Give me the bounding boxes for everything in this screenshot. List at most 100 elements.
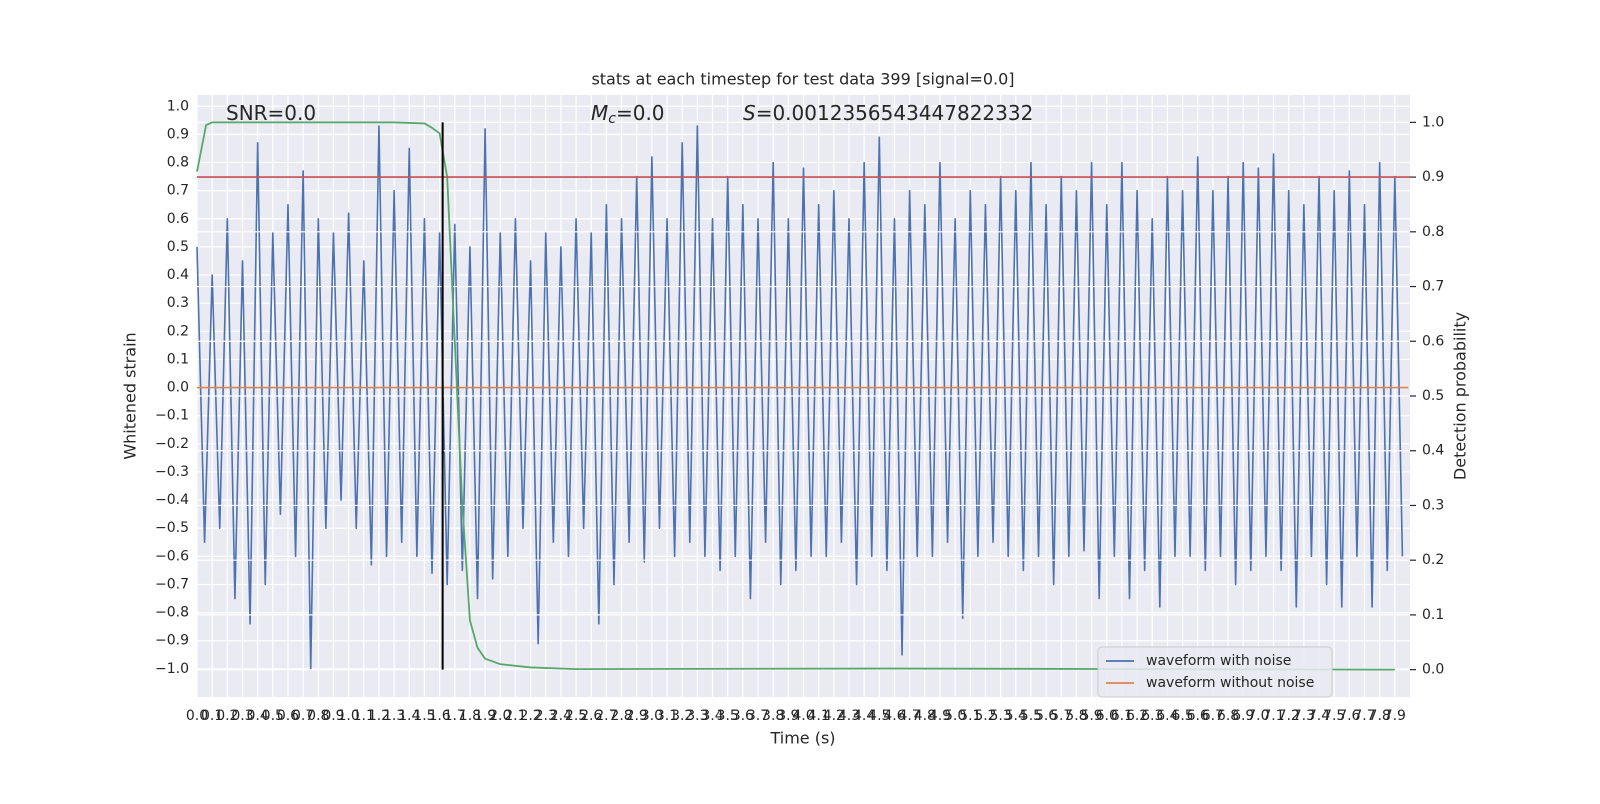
y2-tick-label: 0.7 [1422, 279, 1444, 295]
x-tick-label: 1.1 [353, 708, 375, 724]
x-tick-label: 2.3 [535, 708, 557, 724]
x-tick-label: 4.2 [823, 708, 845, 724]
x-tick-label: 7.1 [1262, 708, 1284, 724]
x-tick-label: 7.7 [1353, 708, 1375, 724]
x-tick-label: 0.9 [322, 708, 344, 724]
annotation: SNR=0.0 [226, 101, 316, 125]
x-tick-label: 5.8 [1065, 708, 1087, 724]
annotation-text: =0.0012356543447822332 [756, 101, 1034, 125]
x-tick-label: 0.2 [216, 708, 238, 724]
x-tick-label: 6.1 [1111, 708, 1133, 724]
x-tick-label: 6.8 [1217, 708, 1239, 724]
x-tick-label: 1.9 [474, 708, 496, 724]
x-tick-label: 0.7 [292, 708, 314, 724]
x-tick-label: 1.6 [428, 708, 450, 724]
x-tick-label: 2.5 [565, 708, 587, 724]
x-tick-label: 3.4 [701, 708, 723, 724]
x-tick-label: 6.4 [1156, 708, 1178, 724]
x-tick-label: 4.4 [853, 708, 875, 724]
x-tick-label: 6.0 [1096, 708, 1118, 724]
y-tick-label: −0.1 [155, 408, 189, 424]
y-tick-label: −0.4 [155, 492, 189, 508]
x-tick-label: 2.7 [595, 708, 617, 724]
x-tick-label: 2.1 [504, 708, 526, 724]
annotation: S=0.0012356543447822332 [743, 101, 1033, 125]
x-tick-label: 4.9 [929, 708, 951, 724]
y-tick-label: 0.6 [167, 211, 189, 227]
y-tick-label: 0.3 [167, 295, 189, 311]
annotation: Mc=0.0 [591, 101, 665, 128]
series-line [196, 125, 1404, 670]
legend-box [1097, 646, 1333, 698]
y-tick-label: −0.6 [155, 548, 189, 564]
x-tick-label: 4.1 [808, 708, 830, 724]
annotation-symbol: S [743, 101, 756, 125]
y2-tick-label: 0.2 [1422, 552, 1444, 568]
x-tick-label: 5.6 [1035, 708, 1057, 724]
x-tick-label: 7.3 [1293, 708, 1315, 724]
x-tick-label: 4.0 [792, 708, 814, 724]
x-tick-label: 5.9 [1080, 708, 1102, 724]
y-tick-label: 0.8 [167, 155, 189, 171]
x-tick-label: 0.4 [247, 708, 269, 724]
x-tick-label: 4.5 [868, 708, 890, 724]
x-tick-label: 3.1 [656, 708, 678, 724]
y-tick-label: −0.2 [155, 436, 189, 452]
x-tick-label: 4.6 [883, 708, 905, 724]
chart-title: stats at each timestep for test data 399… [591, 70, 1014, 89]
y2-tick-label: 0.4 [1422, 443, 1444, 459]
x-tick-label: 0.6 [277, 708, 299, 724]
x-tick-label: 7.6 [1338, 708, 1360, 724]
x-tick-label: 2.9 [626, 708, 648, 724]
x-tick-label: 7.8 [1369, 708, 1391, 724]
x-tick-label: 0.8 [307, 708, 329, 724]
x-tick-label: 7.5 [1323, 708, 1345, 724]
y-tick-label: 0.1 [167, 351, 189, 367]
x-tick-label: 5.7 [1050, 708, 1072, 724]
x-tick-label: 5.5 [1020, 708, 1042, 724]
annotation-text: =0.0 [616, 101, 665, 125]
x-tick-label: 0.5 [262, 708, 284, 724]
x-tick-label: 5.2 [974, 708, 996, 724]
y2-tick-label: 0.0 [1422, 662, 1444, 678]
y-axis-label: Whitened strain [121, 332, 140, 459]
x-tick-label: 1.5 [413, 708, 435, 724]
x-tick-label: 5.4 [1005, 708, 1027, 724]
y-tick-label: −0.9 [155, 633, 189, 649]
y-tick-label: −0.8 [155, 605, 189, 621]
x-tick-label: 5.3 [989, 708, 1011, 724]
x-tick-label: 3.0 [641, 708, 663, 724]
x-tick-label: 6.7 [1202, 708, 1224, 724]
x-tick-label: 3.6 [732, 708, 754, 724]
x-tick-label: 3.9 [777, 708, 799, 724]
x-axis-label: Time (s) [769, 729, 835, 748]
x-tick-label: 6.2 [1126, 708, 1148, 724]
x-tick-label: 3.5 [717, 708, 739, 724]
x-tick-label: 1.7 [444, 708, 466, 724]
x-tick-label: 2.6 [580, 708, 602, 724]
x-tick-label: 1.4 [398, 708, 420, 724]
y-tick-label: 0.5 [167, 239, 189, 255]
x-tick-label: 7.0 [1247, 708, 1269, 724]
x-tick-label: 2.2 [519, 708, 541, 724]
y-tick-label: 0.4 [167, 267, 189, 283]
x-tick-label: 6.6 [1187, 708, 1209, 724]
x-tick-label: 6.9 [1232, 708, 1254, 724]
y-tick-label: 0.0 [167, 380, 189, 396]
y2-tick-label: 0.6 [1422, 333, 1444, 349]
x-tick-label: 4.8 [914, 708, 936, 724]
x-tick-label: 7.2 [1278, 708, 1300, 724]
y-tick-label: 0.2 [167, 323, 189, 339]
y-tick-label: −0.5 [155, 520, 189, 536]
x-tick-label: 1.8 [459, 708, 481, 724]
y-tick-label: −0.7 [155, 576, 189, 592]
x-tick-label: 7.9 [1384, 708, 1406, 724]
legend-label: waveform without noise [1146, 675, 1314, 691]
x-tick-label: 3.2 [671, 708, 693, 724]
x-tick-label: 2.8 [610, 708, 632, 724]
x-tick-label: 0.3 [231, 708, 253, 724]
x-tick-label: 3.8 [762, 708, 784, 724]
y2-tick-label: 0.1 [1422, 607, 1444, 623]
x-tick-label: 4.3 [838, 708, 860, 724]
